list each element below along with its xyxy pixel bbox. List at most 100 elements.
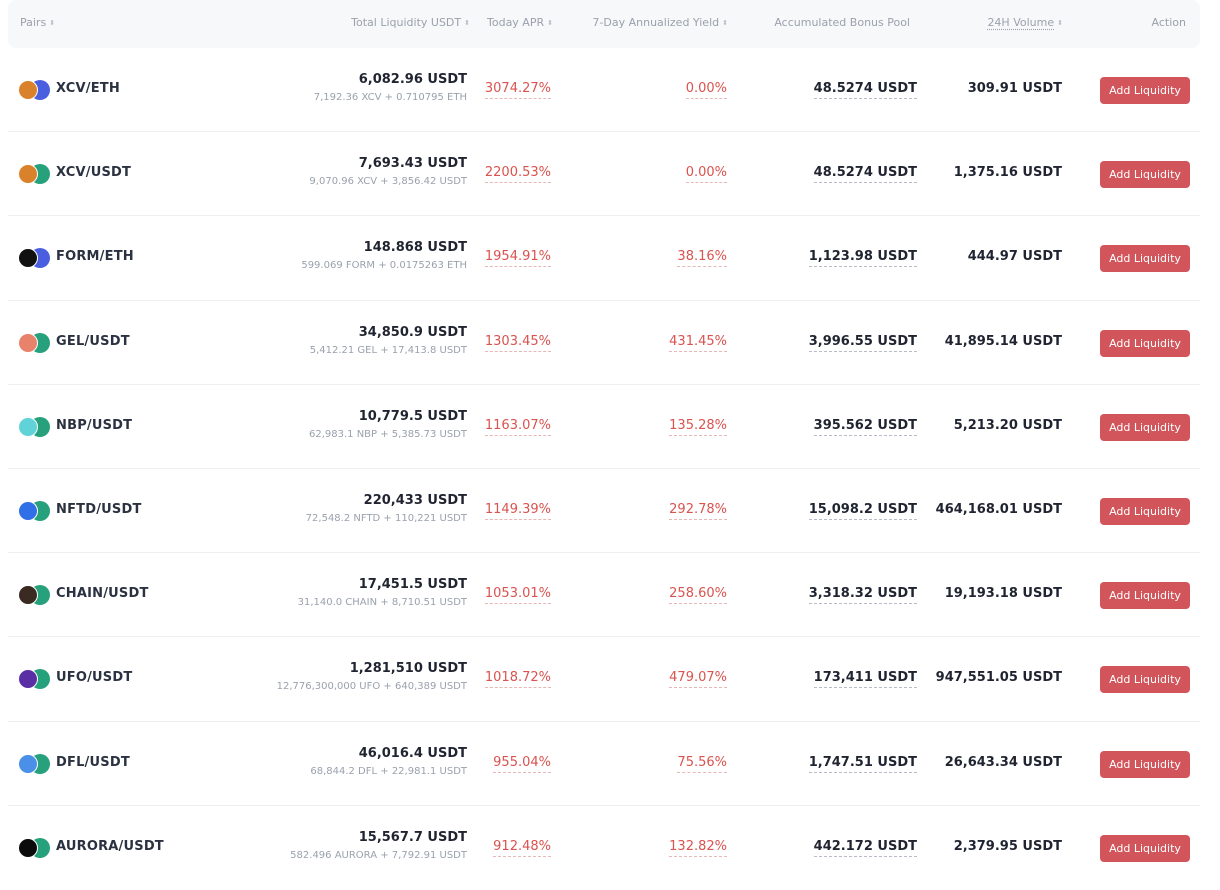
header-pairs-label: Pairs	[20, 16, 47, 29]
total-liquidity-value: 1,281,510 USDT	[349, 661, 467, 677]
bonus-pool-value[interactable]: 48.5274 USDT	[813, 81, 917, 99]
today-apr-value[interactable]: 1954.91%	[484, 249, 551, 268]
7day-yield-value[interactable]: 479.07%	[669, 670, 727, 689]
sort-icon[interactable]: ⬍	[547, 19, 553, 27]
liquidity-composition: 72,548.2 NFTD + 110,221 USDT	[305, 512, 467, 524]
24h-volume-value: 2,379.95 USDT	[953, 838, 1062, 854]
bonus-pool-value[interactable]: 3,318.32 USDT	[808, 586, 917, 605]
header-24h-volume[interactable]: 24H Volume ⬍	[987, 16, 1063, 30]
pair-name[interactable]: NBP/USDT	[56, 417, 133, 433]
table-row: XCV/ETH 6,082.96 USDT 7,192.36 XCV + 0.7…	[8, 48, 1200, 133]
sort-icon[interactable]: ⬍	[1057, 19, 1063, 27]
pair-name[interactable]: NFTD/USDT	[56, 501, 142, 517]
header-today-apr[interactable]: Today APR ⬍	[487, 16, 553, 30]
7day-yield-value[interactable]: 132.82%	[669, 839, 727, 857]
today-apr-value[interactable]: 1149.39%	[484, 502, 551, 520]
pair-name[interactable]: CHAIN/USDT	[56, 586, 149, 602]
bonus-pool-value[interactable]: 1,747.51 USDT	[808, 755, 917, 773]
pair-icons	[18, 837, 52, 858]
sort-icon[interactable]: ⬍	[722, 19, 728, 27]
liquidity-composition: 7,192.36 XCV + 0.710795 ETH	[313, 92, 467, 103]
header-total-liquidity[interactable]: Total Liquidity USDT ⬍	[351, 16, 470, 30]
bonus-pool-value[interactable]: 3,996.55 USDT	[808, 334, 917, 352]
pair-icons	[18, 164, 52, 185]
header-7day-yield[interactable]: 7-Day Annualized Yield ⬍	[592, 16, 728, 30]
add-liquidity-button[interactable]: Add Liquidity	[1100, 834, 1190, 862]
today-apr-value[interactable]: 3074.27%	[484, 81, 551, 99]
header-action: Action	[1152, 16, 1186, 30]
pair-icons	[18, 80, 52, 100]
pair-name[interactable]: AURORA/USDT	[56, 838, 164, 854]
today-apr-value[interactable]: 1163.07%	[484, 418, 551, 436]
total-liquidity-value: 46,016.4 USDT	[358, 745, 467, 761]
7day-yield-value[interactable]: 75.56%	[677, 755, 727, 773]
pair-name[interactable]: DFL/USDT	[56, 754, 130, 770]
bonus-pool-value[interactable]: 442.172 USDT	[813, 839, 917, 857]
liquidity-composition: 599.069 FORM + 0.0175263 ETH	[301, 260, 467, 272]
pair-icons	[18, 500, 52, 521]
24h-volume-value: 19,193.18 USDT	[944, 586, 1062, 602]
add-liquidity-button[interactable]: Add Liquidity	[1100, 245, 1190, 273]
xcv-token-icon	[18, 164, 38, 185]
today-apr-value[interactable]: 1053.01%	[484, 586, 551, 605]
liquidity-composition: 68,844.2 DFL + 22,981.1 USDT	[310, 765, 467, 777]
7day-yield-value[interactable]: 38.16%	[677, 249, 727, 268]
24h-volume-value: 41,895.14 USDT	[944, 333, 1062, 349]
pair-name[interactable]: UFO/USDT	[56, 670, 133, 686]
add-liquidity-button[interactable]: Add Liquidity	[1100, 413, 1190, 441]
today-apr-value[interactable]: 1018.72%	[484, 670, 551, 689]
today-apr-value[interactable]: 955.04%	[493, 755, 551, 773]
total-liquidity-value: 220,433 USDT	[363, 492, 467, 508]
add-liquidity-button[interactable]: Add Liquidity	[1100, 666, 1190, 694]
form-token-icon	[18, 248, 38, 269]
add-liquidity-button[interactable]: Add Liquidity	[1100, 750, 1190, 778]
pair-icons	[18, 248, 52, 269]
sort-icon[interactable]: ⬍	[49, 19, 56, 27]
table-row: NBP/USDT 10,779.5 USDT 62,983.1 NBP + 5,…	[8, 385, 1200, 469]
total-liquidity-value: 148.868 USDT	[363, 240, 467, 256]
table-row: CHAIN/USDT 17,451.5 USDT 31,140.0 CHAIN …	[8, 553, 1200, 638]
add-liquidity-button[interactable]: Add Liquidity	[1100, 582, 1190, 610]
add-liquidity-button[interactable]: Add Liquidity	[1100, 77, 1190, 104]
7day-yield-value[interactable]: 0.00%	[685, 165, 727, 184]
pair-name[interactable]: XCV/ETH	[56, 81, 120, 96]
7day-yield-value[interactable]: 431.45%	[669, 334, 727, 352]
7day-yield-value[interactable]: 135.28%	[669, 418, 727, 436]
bonus-pool-value[interactable]: 15,098.2 USDT	[808, 502, 917, 520]
add-liquidity-button[interactable]: Add Liquidity	[1100, 329, 1190, 357]
sort-icon[interactable]: ⬍	[464, 19, 470, 27]
24h-volume-value: 1,375.16 USDT	[953, 165, 1062, 181]
total-liquidity-value: 6,082.96 USDT	[358, 72, 467, 87]
today-apr-value[interactable]: 1303.45%	[484, 334, 551, 352]
7day-yield-value[interactable]: 292.78%	[669, 502, 727, 520]
pair-icons	[18, 416, 52, 437]
table-row: AURORA/USDT 15,567.7 USDT 582.496 AURORA…	[8, 806, 1200, 890]
bonus-pool-value[interactable]: 395.562 USDT	[813, 418, 917, 436]
pair-icons	[18, 585, 52, 606]
bonus-pool-value[interactable]: 48.5274 USDT	[813, 165, 917, 184]
pair-name[interactable]: XCV/USDT	[56, 165, 132, 181]
table-body: XCV/ETH 6,082.96 USDT 7,192.36 XCV + 0.7…	[8, 48, 1200, 890]
header-pairs[interactable]: Pairs ⬍	[20, 16, 55, 30]
24h-volume-value: 947,551.05 USDT	[935, 670, 1062, 686]
header-apr-label: Today APR	[487, 16, 545, 29]
ufo-token-icon	[18, 669, 38, 690]
add-liquidity-button[interactable]: Add Liquidity	[1100, 161, 1190, 189]
table-row: GEL/USDT 34,850.9 USDT 5,412.21 GEL + 17…	[8, 301, 1200, 385]
today-apr-value[interactable]: 2200.53%	[484, 165, 551, 184]
today-apr-value[interactable]: 912.48%	[493, 839, 551, 857]
header-liquidity-label: Total Liquidity USDT	[351, 16, 462, 29]
total-liquidity-value: 17,451.5 USDT	[358, 577, 467, 593]
7day-yield-value[interactable]: 258.60%	[669, 586, 727, 605]
table-row: XCV/USDT 7,693.43 USDT 9,070.96 XCV + 3,…	[8, 132, 1200, 217]
pair-name[interactable]: FORM/ETH	[56, 249, 134, 265]
bonus-pool-value[interactable]: 1,123.98 USDT	[808, 249, 917, 268]
7day-yield-value[interactable]: 0.00%	[685, 81, 727, 99]
liquidity-composition: 62,983.1 NBP + 5,385.73 USDT	[308, 428, 467, 440]
liquidity-composition: 12,776,300,000 UFO + 640,389 USDT	[276, 681, 467, 693]
header-yield-label: 7-Day Annualized Yield	[592, 16, 720, 29]
table-row: DFL/USDT 46,016.4 USDT 68,844.2 DFL + 22…	[8, 722, 1200, 806]
pair-name[interactable]: GEL/USDT	[56, 333, 130, 349]
bonus-pool-value[interactable]: 173,411 USDT	[813, 670, 917, 689]
add-liquidity-button[interactable]: Add Liquidity	[1100, 497, 1190, 525]
